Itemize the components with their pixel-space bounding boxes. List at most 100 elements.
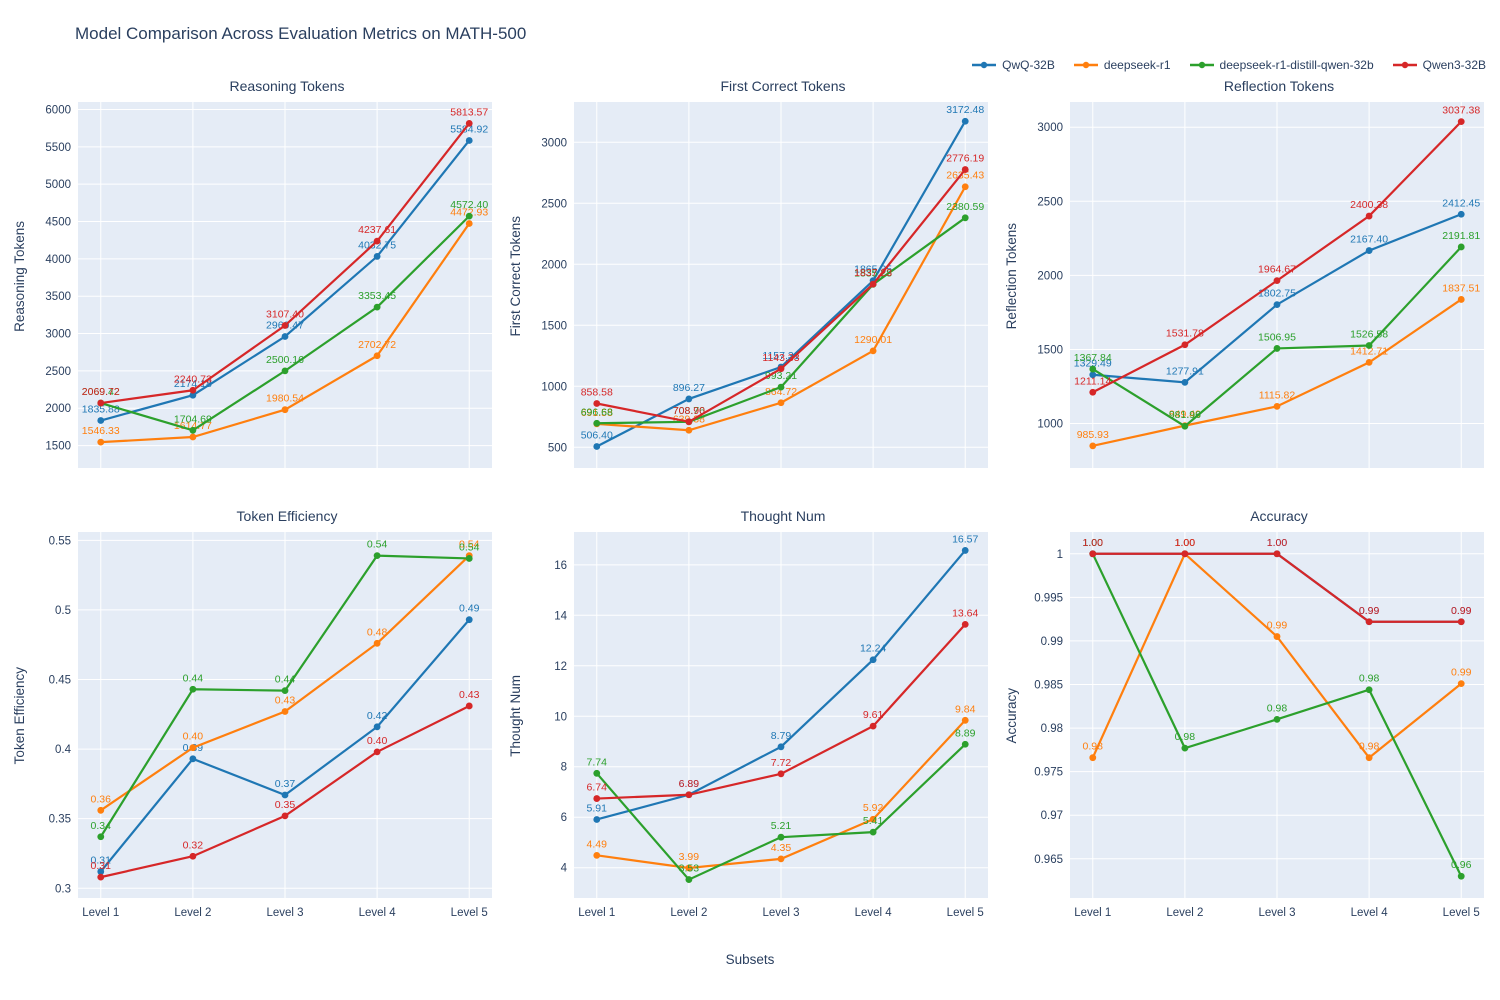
data-point-deepseek-r1-distill-qwen-32b[interactable]	[1089, 365, 1097, 373]
data-point-QwQ-32B[interactable]	[465, 137, 473, 144]
data-point-deepseek-r1[interactable]	[281, 708, 289, 715]
data-point-Qwen3-32B[interactable]	[1365, 618, 1373, 626]
data-point-QwQ-32B[interactable]	[685, 395, 693, 403]
data-point-Qwen3-32B[interactable]	[961, 620, 969, 628]
data-point-QwQ-32B[interactable]	[373, 723, 381, 731]
data-point-deepseek-r1[interactable]	[373, 639, 381, 647]
data-point-Qwen3-32B[interactable]	[373, 237, 381, 245]
data-point-deepseek-r1-distill-qwen-32b[interactable]	[465, 212, 473, 220]
chart-first-correct-tokens[interactable]: 50010001500200025003000506.40896.271157.…	[526, 96, 996, 474]
data-point-QwQ-32B[interactable]	[593, 816, 601, 823]
data-point-deepseek-r1[interactable]	[1089, 442, 1097, 450]
data-point-Qwen3-32B[interactable]	[593, 795, 601, 802]
chart-token-efficiency[interactable]: 0.3 0.35 0.4 0.45 0.5 0.55 Level 1 Level 2 Level…	[30, 526, 500, 924]
data-point-Qwen3-32B[interactable]	[777, 770, 785, 778]
data-point-deepseek-r1-distill-qwen-32b[interactable]	[1457, 872, 1465, 880]
data-point-deepseek-r1[interactable]	[869, 347, 877, 355]
data-point-Qwen3-32B[interactable]	[1457, 118, 1465, 126]
data-point-QwQ-32B[interactable]	[777, 743, 785, 751]
data-point-deepseek-r1-distill-qwen-32b[interactable]	[869, 828, 877, 836]
data-point-deepseek-r1-distill-qwen-32b[interactable]	[1457, 243, 1465, 251]
data-point-deepseek-r1-distill-qwen-32b[interactable]	[1273, 715, 1281, 723]
data-point-Qwen3-32B[interactable]	[465, 702, 473, 710]
data-point-Qwen3-32B[interactable]	[189, 386, 197, 394]
data-point-QwQ-32B[interactable]	[97, 868, 105, 875]
data-point-QwQ-32B[interactable]	[1089, 371, 1097, 379]
data-point-Qwen3-32B[interactable]	[1457, 618, 1465, 626]
data-point-QwQ-32B[interactable]	[373, 253, 381, 260]
data-point-deepseek-r1-distill-qwen-32b[interactable]	[1181, 744, 1189, 752]
data-point-deepseek-r1-distill-qwen-32b[interactable]	[373, 303, 381, 311]
data-point-deepseek-r1[interactable]	[1089, 754, 1097, 762]
data-point-Qwen3-32B[interactable]	[465, 119, 473, 127]
data-point-Qwen3-32B[interactable]	[97, 399, 105, 407]
data-point-deepseek-r1[interactable]	[685, 864, 693, 872]
data-point-deepseek-r1-distill-qwen-32b[interactable]	[593, 769, 601, 777]
data-point-deepseek-r1-distill-qwen-32b[interactable]	[373, 552, 381, 560]
data-point-QwQ-32B[interactable]	[869, 656, 877, 664]
data-point-Qwen3-32B[interactable]	[869, 722, 877, 730]
legend-item-deepseek-r1-distill-qwen-32b[interactable]: deepseek-r1-distill-qwen-32b	[1189, 58, 1374, 72]
data-point-deepseek-r1[interactable]	[777, 855, 785, 863]
data-point-deepseek-r1-distill-qwen-32b[interactable]	[961, 214, 969, 222]
data-point-deepseek-r1[interactable]	[281, 406, 289, 414]
data-point-QwQ-32B[interactable]	[1273, 301, 1281, 308]
data-point-QwQ-32B[interactable]	[281, 791, 289, 799]
data-point-deepseek-r1[interactable]	[1273, 633, 1281, 640]
data-point-deepseek-r1[interactable]	[1457, 680, 1465, 688]
data-point-deepseek-r1-distill-qwen-32b[interactable]	[1181, 422, 1189, 430]
data-point-deepseek-r1-distill-qwen-32b[interactable]	[1273, 345, 1281, 352]
data-point-deepseek-r1-distill-qwen-32b[interactable]	[281, 687, 289, 695]
data-point-deepseek-r1-distill-qwen-32b[interactable]	[1365, 686, 1373, 694]
data-point-deepseek-r1-distill-qwen-32b[interactable]	[281, 367, 289, 375]
legend-item-deepseek-r1[interactable]: deepseek-r1	[1073, 58, 1171, 72]
data-point-Qwen3-32B[interactable]	[1365, 212, 1373, 220]
data-point-deepseek-r1-distill-qwen-32b[interactable]	[685, 876, 693, 883]
data-point-Qwen3-32B[interactable]	[685, 418, 693, 426]
data-point-deepseek-r1[interactable]	[869, 815, 877, 823]
data-point-deepseek-r1-distill-qwen-32b[interactable]	[777, 383, 785, 391]
data-point-QwQ-32B[interactable]	[1365, 247, 1373, 254]
data-point-deepseek-r1[interactable]	[1273, 402, 1281, 410]
data-point-deepseek-r1[interactable]	[97, 806, 105, 814]
data-point-QwQ-32B[interactable]	[281, 333, 289, 340]
data-point-Qwen3-32B[interactable]	[1181, 341, 1189, 349]
data-point-deepseek-r1[interactable]	[961, 183, 969, 191]
data-point-Qwen3-32B[interactable]	[1273, 277, 1281, 285]
data-point-deepseek-r1[interactable]	[1457, 296, 1465, 303]
data-point-Qwen3-32B[interactable]	[281, 322, 289, 329]
chart-accuracy[interactable]: 0.965 0.97 0.975 0.98 0.985 0.99 0.995 1 Level 1…	[1022, 526, 1492, 924]
data-point-QwQ-32B[interactable]	[593, 443, 601, 450]
data-point-QwQ-32B[interactable]	[465, 616, 473, 624]
data-point-deepseek-r1-distill-qwen-32b[interactable]	[593, 419, 601, 427]
data-point-deepseek-r1[interactable]	[189, 744, 197, 752]
data-point-deepseek-r1[interactable]	[465, 220, 473, 227]
data-point-QwQ-32B[interactable]	[961, 117, 969, 125]
data-point-Qwen3-32B[interactable]	[97, 873, 105, 881]
data-point-deepseek-r1-distill-qwen-32b[interactable]	[465, 555, 473, 562]
data-point-Qwen3-32B[interactable]	[189, 852, 197, 860]
chart-thought-num[interactable]: 4 6 8 10 12 14 16 Level 1 Level 2 Level 3 Level 4 L…	[526, 526, 996, 924]
data-point-QwQ-32B[interactable]	[1457, 210, 1465, 218]
data-point-deepseek-r1-distill-qwen-32b[interactable]	[189, 685, 197, 693]
data-point-Qwen3-32B[interactable]	[869, 280, 877, 288]
data-point-deepseek-r1-distill-qwen-32b[interactable]	[961, 740, 969, 748]
data-point-QwQ-32B[interactable]	[97, 417, 105, 424]
data-point-Qwen3-32B[interactable]	[1181, 550, 1189, 558]
legend-item-Qwen3-32B[interactable]: Qwen3-32B	[1392, 58, 1486, 72]
data-point-Qwen3-32B[interactable]	[685, 791, 693, 799]
data-point-Qwen3-32B[interactable]	[961, 166, 969, 173]
data-point-deepseek-r1[interactable]	[189, 433, 197, 441]
data-point-Qwen3-32B[interactable]	[1089, 550, 1097, 558]
data-point-Qwen3-32B[interactable]	[1273, 550, 1281, 558]
chart-reasoning-tokens[interactable]: 1500 2000 2500 3000 3500 4000 4500 5000 5500 6000…	[30, 96, 500, 474]
data-point-deepseek-r1-distill-qwen-32b[interactable]	[1365, 342, 1373, 349]
data-point-deepseek-r1[interactable]	[1365, 754, 1373, 762]
data-point-Qwen3-32B[interactable]	[777, 365, 785, 373]
data-point-deepseek-r1[interactable]	[1365, 358, 1373, 366]
data-point-deepseek-r1[interactable]	[97, 438, 105, 446]
data-point-QwQ-32B[interactable]	[189, 391, 197, 399]
data-point-Qwen3-32B[interactable]	[593, 400, 601, 407]
data-point-deepseek-r1[interactable]	[373, 352, 381, 360]
data-point-deepseek-r1[interactable]	[777, 399, 785, 407]
